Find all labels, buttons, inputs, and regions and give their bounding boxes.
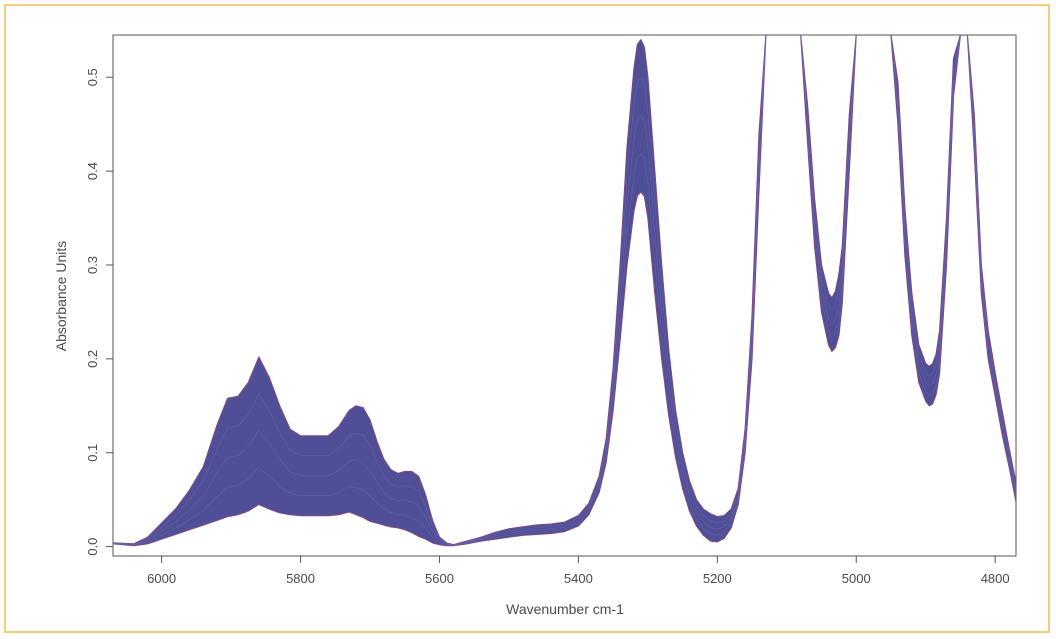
- y-axis: 0.0 0.1 0.2 0.3 0.4 0.5: [85, 68, 113, 556]
- y-tick-label: 0.5: [85, 68, 100, 86]
- x-tick-label: 5000: [842, 571, 871, 586]
- y-tick-label: 0.2: [85, 350, 100, 368]
- spectra-band: [113, 35, 1016, 547]
- y-tick-label: 0.1: [85, 444, 100, 462]
- x-axis: 6000 5800 5600 5400 5200 5000 4800: [147, 556, 1010, 586]
- x-tick-label: 5800: [286, 571, 315, 586]
- x-tick-label: 6000: [147, 571, 176, 586]
- spectrum-trace: [113, 35, 1016, 546]
- x-tick-label: 4800: [981, 571, 1010, 586]
- y-tick-label: 0.0: [85, 538, 100, 556]
- series-layer: [113, 35, 1016, 547]
- spectrum-trace: [113, 35, 1016, 546]
- spectrum-trace: [113, 35, 1016, 546]
- y-axis-label: Absorbance Units: [53, 241, 69, 352]
- x-tick-label: 5200: [703, 571, 732, 586]
- y-tick-label: 0.4: [85, 162, 100, 180]
- x-tick-label: 5600: [425, 571, 454, 586]
- y-tick-label: 0.3: [85, 256, 100, 274]
- x-axis-label: Wavenumber cm-1: [506, 601, 624, 617]
- x-tick-label: 5400: [564, 571, 593, 586]
